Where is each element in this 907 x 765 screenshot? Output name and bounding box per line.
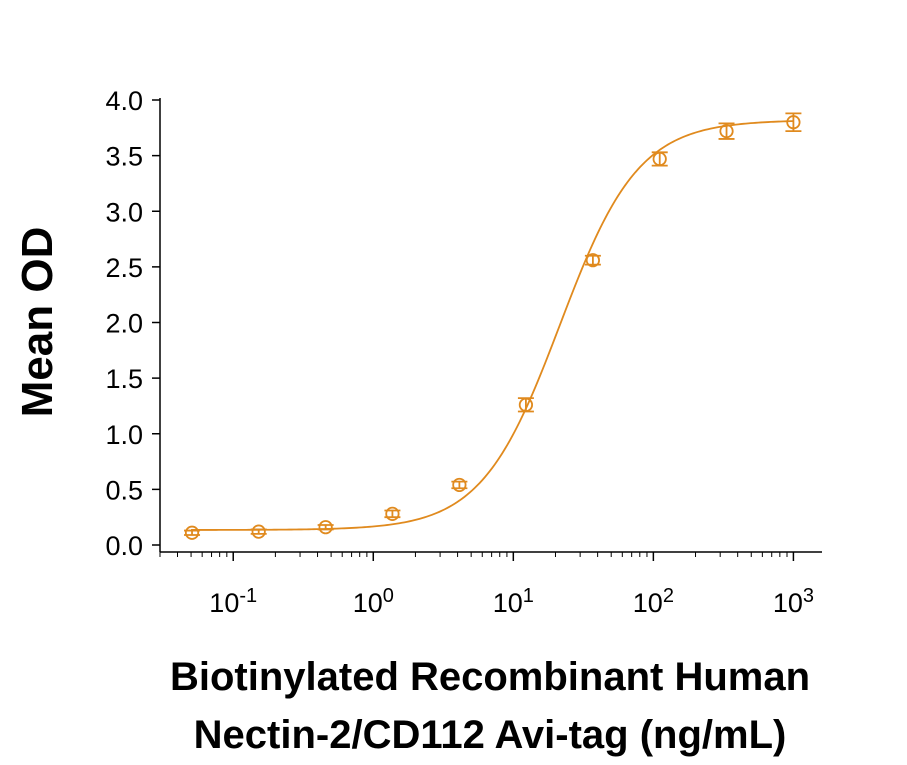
y-tick-label: 3.5 xyxy=(105,142,143,172)
data-points xyxy=(184,112,802,540)
y-tick-label: 2.5 xyxy=(105,253,143,283)
y-axis-ticks: 0.0 0.5 1.0 1.5 2.0 2.5 3.0 3.5 4.0 xyxy=(105,86,160,561)
data-point xyxy=(384,506,401,521)
x-tick-label: 101 xyxy=(493,585,534,618)
data-point xyxy=(718,122,735,140)
data-point xyxy=(250,524,267,539)
y-tick-label: 3.0 xyxy=(105,197,143,227)
data-point xyxy=(451,477,468,493)
data-point xyxy=(651,151,668,167)
point-marker xyxy=(786,115,801,130)
y-tick-label: 2.0 xyxy=(105,309,143,339)
y-axis-title: Mean OD xyxy=(13,227,62,418)
point-marker xyxy=(719,124,734,139)
fit-curves xyxy=(191,120,794,531)
point-marker xyxy=(385,506,400,521)
x-axis-title-line-2: Nectin-2/CD112 Avi-tag (ng/mL) xyxy=(194,713,787,757)
point-marker xyxy=(251,524,266,539)
y-tick-label: 0.0 xyxy=(105,531,143,561)
data-point xyxy=(785,112,802,133)
axes xyxy=(159,98,822,553)
x-axis-title-line-1: Biotinylated Recombinant Human xyxy=(170,655,810,699)
x-tick-label: 103 xyxy=(773,585,814,618)
data-point xyxy=(517,397,534,413)
point-marker xyxy=(184,525,200,540)
fit-curve xyxy=(191,120,794,531)
data-point xyxy=(184,525,201,540)
y-tick-label: 1.0 xyxy=(105,420,143,450)
x-axis-ticks: 10-1 100 101 102 103 xyxy=(159,552,814,618)
point-marker xyxy=(318,520,333,535)
point-marker xyxy=(518,397,534,412)
data-point xyxy=(317,520,334,535)
data-point xyxy=(584,253,601,268)
y-tick-label: 0.5 xyxy=(105,475,143,505)
point-marker xyxy=(652,151,667,167)
x-tick-label: 10-1 xyxy=(209,585,257,618)
x-tick-label: 102 xyxy=(633,585,674,618)
point-marker xyxy=(452,477,467,493)
x-tick-label: 100 xyxy=(353,585,394,618)
y-tick-label: 1.5 xyxy=(105,364,143,394)
y-tick-label: 4.0 xyxy=(105,86,143,116)
point-marker xyxy=(585,253,600,268)
